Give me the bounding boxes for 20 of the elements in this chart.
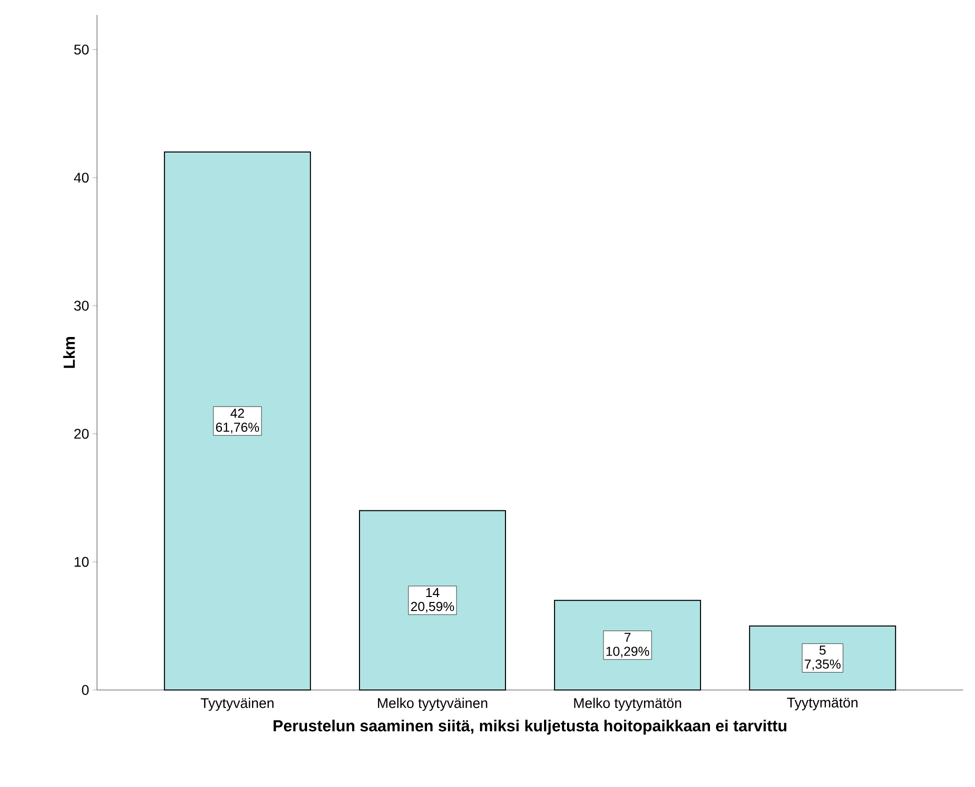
- data-label: 7: [624, 632, 630, 642]
- y-tick-label: 20: [74, 428, 89, 439]
- x-tick-label: Tyytymätön: [787, 698, 858, 710]
- annotation: 20,59%: [411, 602, 454, 613]
- annotation: 61,76%: [216, 422, 260, 434]
- data-label: 14: [426, 588, 440, 597]
- annotation: 10,29%: [606, 646, 650, 658]
- annotation: 7,35%: [804, 660, 841, 670]
- x-tick-label: Tyytyväinen: [200, 698, 274, 711]
- y-tick-label: 30: [74, 300, 89, 311]
- y-tick-label: 0: [82, 685, 89, 695]
- y-axis-title: Lkm: [63, 337, 75, 368]
- data-label: 5: [819, 646, 826, 655]
- y-tick-label: 10: [74, 556, 89, 567]
- y-tick-label: 40: [74, 172, 89, 183]
- data-label: 42: [230, 408, 244, 418]
- y-tick-label: 50: [74, 44, 89, 55]
- x-tick-label: Melko tyytyväinen: [378, 698, 488, 711]
- x-tick-label: Melko tyytymätön: [574, 698, 682, 711]
- x-axis-title: Perustelun saaminen siitä, miksi kuljetusta hoitopaikkaan ei tarvittu: [274, 720, 786, 735]
